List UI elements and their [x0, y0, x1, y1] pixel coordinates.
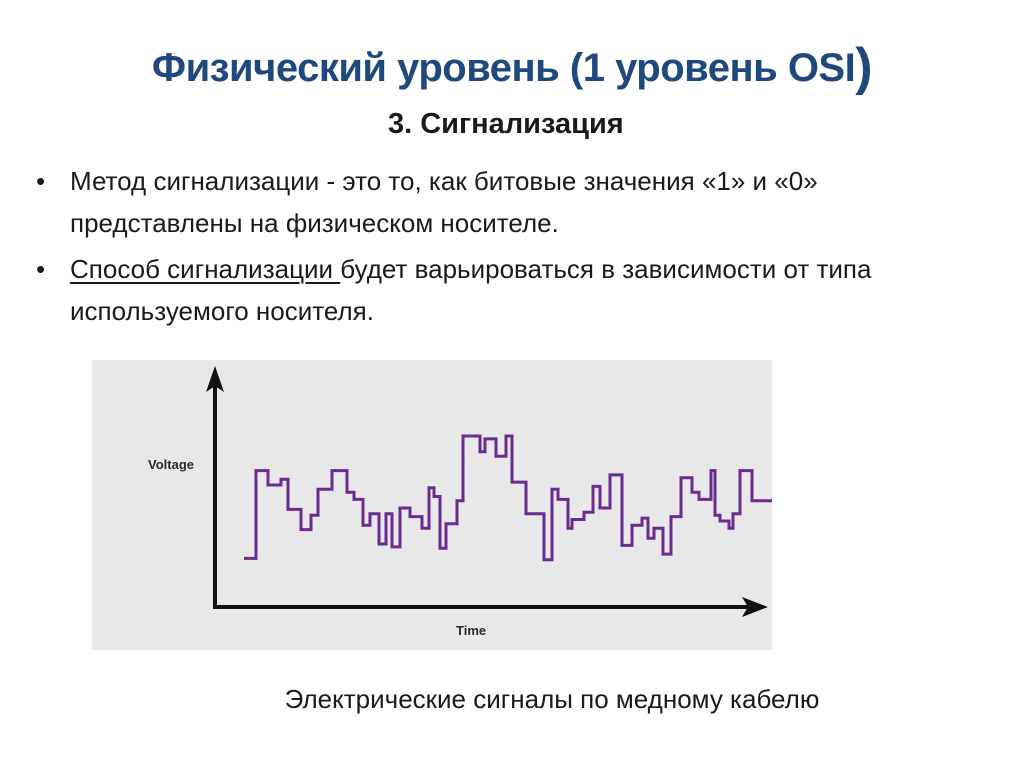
- bullet-item: • Способ сигнализации будет варьироватьс…: [36, 248, 996, 332]
- y-axis-arrow-icon: [206, 366, 224, 392]
- signal-chart-svg: Voltage Time: [148, 366, 772, 638]
- voltage-signal-waveform: [244, 434, 772, 562]
- x-axis-label: Time: [456, 623, 486, 638]
- slide-title: Физический уровень (1 уровень OSI): [0, 34, 1024, 96]
- slide-title-paren: ): [855, 38, 873, 96]
- y-axis-label: Voltage: [148, 457, 194, 472]
- bullet-underlined-term: Способ сигнализации: [70, 254, 341, 284]
- bullet-text: Метод сигнализации - это то, как битовые…: [70, 166, 818, 238]
- signal-diagram: Voltage Time: [92, 360, 772, 650]
- bullet-item: • Метод сигнализации - это то, как битов…: [36, 160, 996, 244]
- bullet-icon: •: [36, 254, 46, 284]
- bullet-text: будет варьироваться в зависимости от тип…: [70, 254, 872, 326]
- bullet-icon: •: [36, 166, 46, 196]
- section-subtitle: 3. Сигнализация: [388, 108, 624, 140]
- figure-caption: Электрические сигналы по медному кабелю: [284, 684, 820, 714]
- x-axis-arrow-icon: [742, 597, 768, 617]
- slide-title-text: Физический уровень (1 уровень OSI: [151, 46, 856, 90]
- bullet-list: • Метод сигнализации - это то, как битов…: [36, 160, 996, 336]
